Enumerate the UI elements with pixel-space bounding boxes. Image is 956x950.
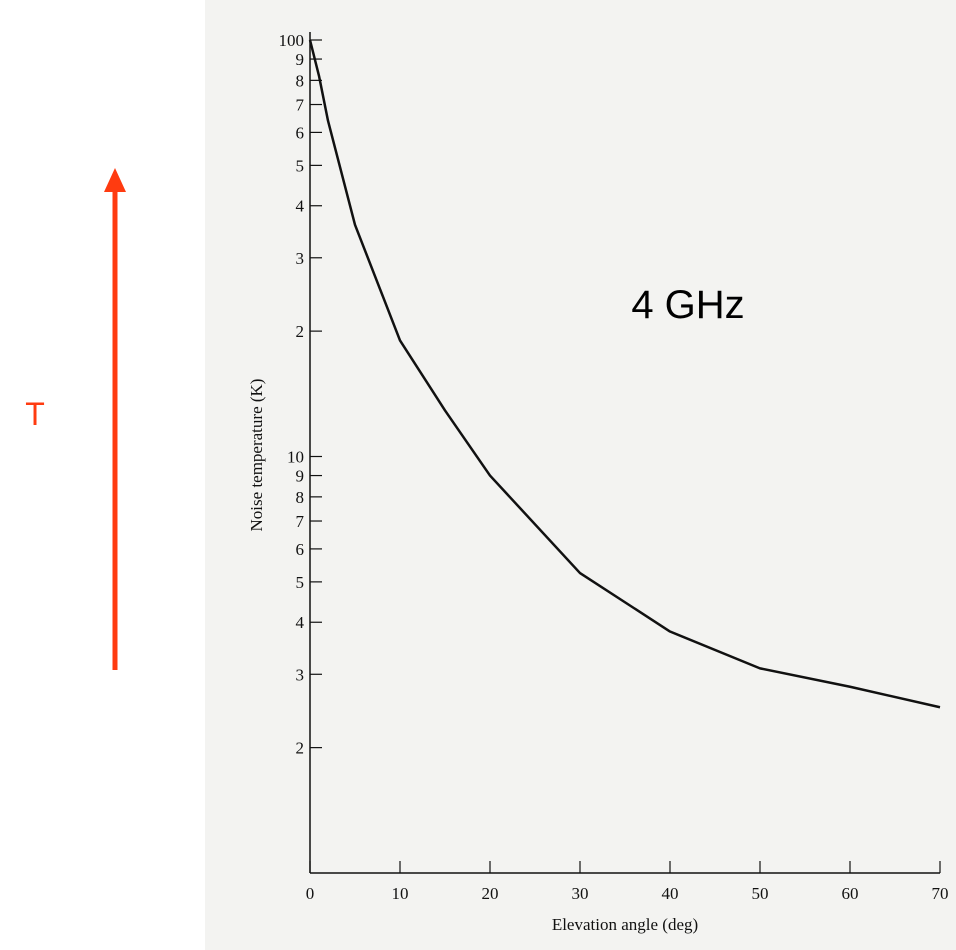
y-tick-label: 8: [296, 71, 305, 90]
scan-background: [205, 0, 956, 950]
x-tick-label: 20: [482, 884, 499, 903]
x-tick-label: 40: [662, 884, 679, 903]
x-tick-label: 50: [752, 884, 769, 903]
arrow-head: [104, 168, 126, 192]
x-axis-label: Elevation angle (deg): [552, 915, 698, 934]
y-tick-label: 3: [296, 665, 305, 684]
y-tick-label: 4: [296, 197, 305, 216]
annotation: T: [25, 396, 45, 432]
y-tick-label: 100: [279, 31, 305, 50]
y-tick-label: 4: [296, 613, 305, 632]
x-tick-label: 0: [306, 884, 315, 903]
line-series: [308, 39, 941, 709]
y-axis-label: Noise temperature (K): [247, 379, 266, 532]
x-tick-label: 70: [932, 884, 949, 903]
y-tick-label: 6: [296, 540, 305, 559]
y-tick-label: 7: [296, 512, 305, 531]
x-tick-label: 10: [392, 884, 409, 903]
y-tick-label: 5: [296, 156, 305, 175]
annotation: 4 GHz: [631, 283, 744, 327]
y-tick-label: 9: [296, 467, 305, 486]
y-tick-label: 2: [296, 322, 305, 341]
y-tick-label: 2: [296, 739, 305, 758]
x-tick-label: 30: [572, 884, 589, 903]
y-tick-label: 10: [287, 448, 304, 467]
y-tick-label: 9: [296, 50, 305, 69]
y-tick-label: 5: [296, 573, 305, 592]
y-tick-label: 8: [296, 488, 305, 507]
x-tick-label: 60: [842, 884, 859, 903]
y-tick-label: 6: [296, 123, 305, 142]
y-tick-label: 7: [296, 96, 305, 115]
y-tick-label: 3: [296, 249, 305, 268]
